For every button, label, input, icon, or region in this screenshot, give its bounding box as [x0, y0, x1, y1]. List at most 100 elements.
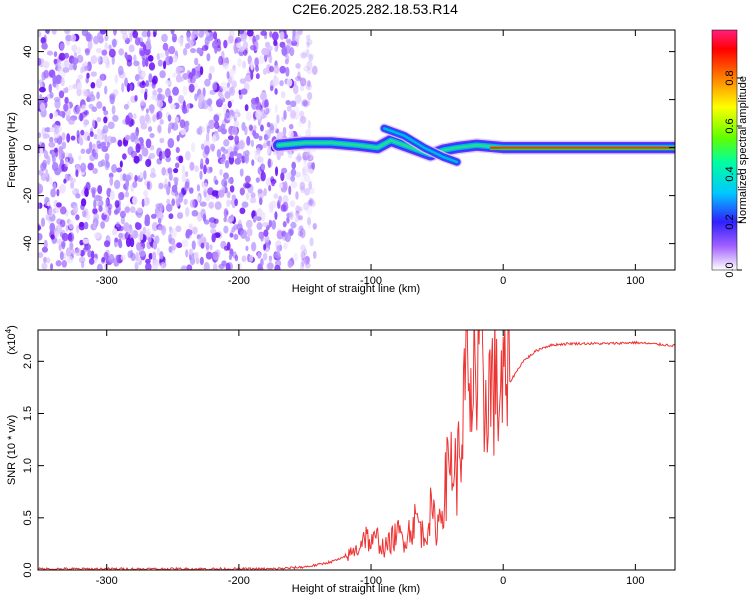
noise-cell — [211, 82, 218, 91]
noise-cell — [174, 162, 180, 169]
noise-cell — [95, 78, 103, 89]
noise-cell — [170, 228, 177, 238]
snr-series-line — [38, 330, 675, 570]
noise-cell — [258, 55, 265, 65]
noise-cell — [124, 191, 130, 198]
noise-cell — [146, 228, 151, 238]
noise-cell — [253, 124, 257, 131]
noise-cell — [157, 59, 163, 67]
noise-cell — [44, 96, 48, 103]
noise-cell — [74, 247, 82, 257]
colorbar: 0.0 0.2 0.4 0.6 0.8 Normalized spectral ampl… — [711, 29, 749, 278]
noise-cell — [209, 143, 216, 151]
noise-cell — [68, 117, 75, 125]
noise-cell — [281, 46, 288, 57]
noise-cell — [59, 206, 67, 215]
noise-cell — [84, 187, 89, 198]
noise-cell — [302, 165, 309, 176]
noise-cell — [114, 200, 120, 208]
noise-cell — [176, 134, 180, 142]
noise-cell — [67, 84, 74, 91]
noise-cell — [113, 209, 119, 215]
noise-cell — [96, 263, 103, 270]
noise-cell — [298, 233, 303, 241]
noise-cell — [43, 133, 50, 139]
noise-cell — [188, 248, 194, 256]
noise-cell — [65, 224, 69, 232]
noise-cell — [226, 241, 231, 251]
noise-cell — [263, 188, 267, 197]
noise-cell — [171, 122, 179, 131]
noise-cell — [308, 181, 312, 191]
noise-cell — [91, 119, 96, 129]
noise-cell — [280, 91, 286, 99]
noise-cell — [184, 120, 190, 128]
noise-cell — [88, 94, 96, 102]
noise-cell — [85, 148, 91, 155]
noise-cell — [85, 48, 90, 56]
noise-cell — [78, 256, 86, 264]
noise-cell — [276, 150, 282, 161]
noise-cell — [307, 220, 312, 229]
noise-cell — [203, 262, 210, 270]
noise-cell — [96, 133, 103, 142]
noise-cell — [80, 66, 84, 74]
noise-cell — [50, 188, 56, 198]
y-tick-label: 40 — [22, 45, 34, 57]
noise-cell — [301, 257, 305, 268]
noise-cell — [159, 137, 165, 144]
noise-cell — [144, 57, 149, 67]
noise-cell — [141, 70, 146, 78]
noise-cell — [269, 30, 273, 38]
noise-cell — [284, 58, 289, 65]
noise-cell — [129, 206, 136, 214]
noise-cell — [295, 75, 302, 82]
noise-cell — [302, 171, 307, 178]
noise-cell — [76, 224, 80, 234]
noise-cell — [307, 164, 315, 174]
noise-cell — [308, 197, 313, 207]
noise-cell — [65, 34, 72, 42]
noise-cell — [209, 65, 215, 74]
noise-cell — [108, 207, 112, 216]
noise-cell — [72, 189, 76, 196]
noise-cell — [274, 211, 278, 220]
noise-cell — [117, 139, 123, 147]
noise-cell — [167, 114, 172, 122]
noise-cell — [178, 94, 185, 104]
noise-cell — [268, 256, 273, 265]
noise-cell — [175, 225, 182, 233]
noise-cell — [46, 30, 50, 35]
noise-cell — [125, 237, 131, 248]
noise-cell — [63, 58, 69, 68]
noise-cell — [63, 52, 70, 59]
noise-cell — [299, 181, 306, 191]
noise-cell — [242, 150, 246, 158]
noise-cell — [223, 39, 228, 49]
noise-cell — [204, 78, 211, 87]
noise-cell — [133, 113, 137, 120]
noise-cell — [182, 100, 186, 109]
noise-cell — [151, 95, 157, 101]
noise-cell — [53, 147, 58, 153]
noise-cell — [142, 226, 147, 235]
noise-cell — [257, 188, 263, 194]
noise-cell — [59, 251, 64, 261]
noise-cell — [171, 33, 177, 43]
noise-cell — [134, 135, 139, 145]
noise-cell — [169, 103, 176, 110]
noise-cell — [104, 262, 108, 270]
noise-cell — [137, 65, 141, 75]
noise-cell — [264, 41, 271, 48]
noise-cell — [161, 33, 168, 43]
noise-cell — [261, 222, 269, 228]
noise-cell — [43, 239, 48, 249]
noise-cell — [185, 249, 189, 258]
noise-cell — [182, 73, 189, 80]
noise-cell — [205, 251, 213, 260]
noise-cell — [260, 91, 267, 101]
noise-cell — [237, 57, 242, 68]
noise-cell — [194, 57, 199, 66]
noise-cell — [223, 172, 229, 180]
noise-cell — [156, 100, 164, 108]
